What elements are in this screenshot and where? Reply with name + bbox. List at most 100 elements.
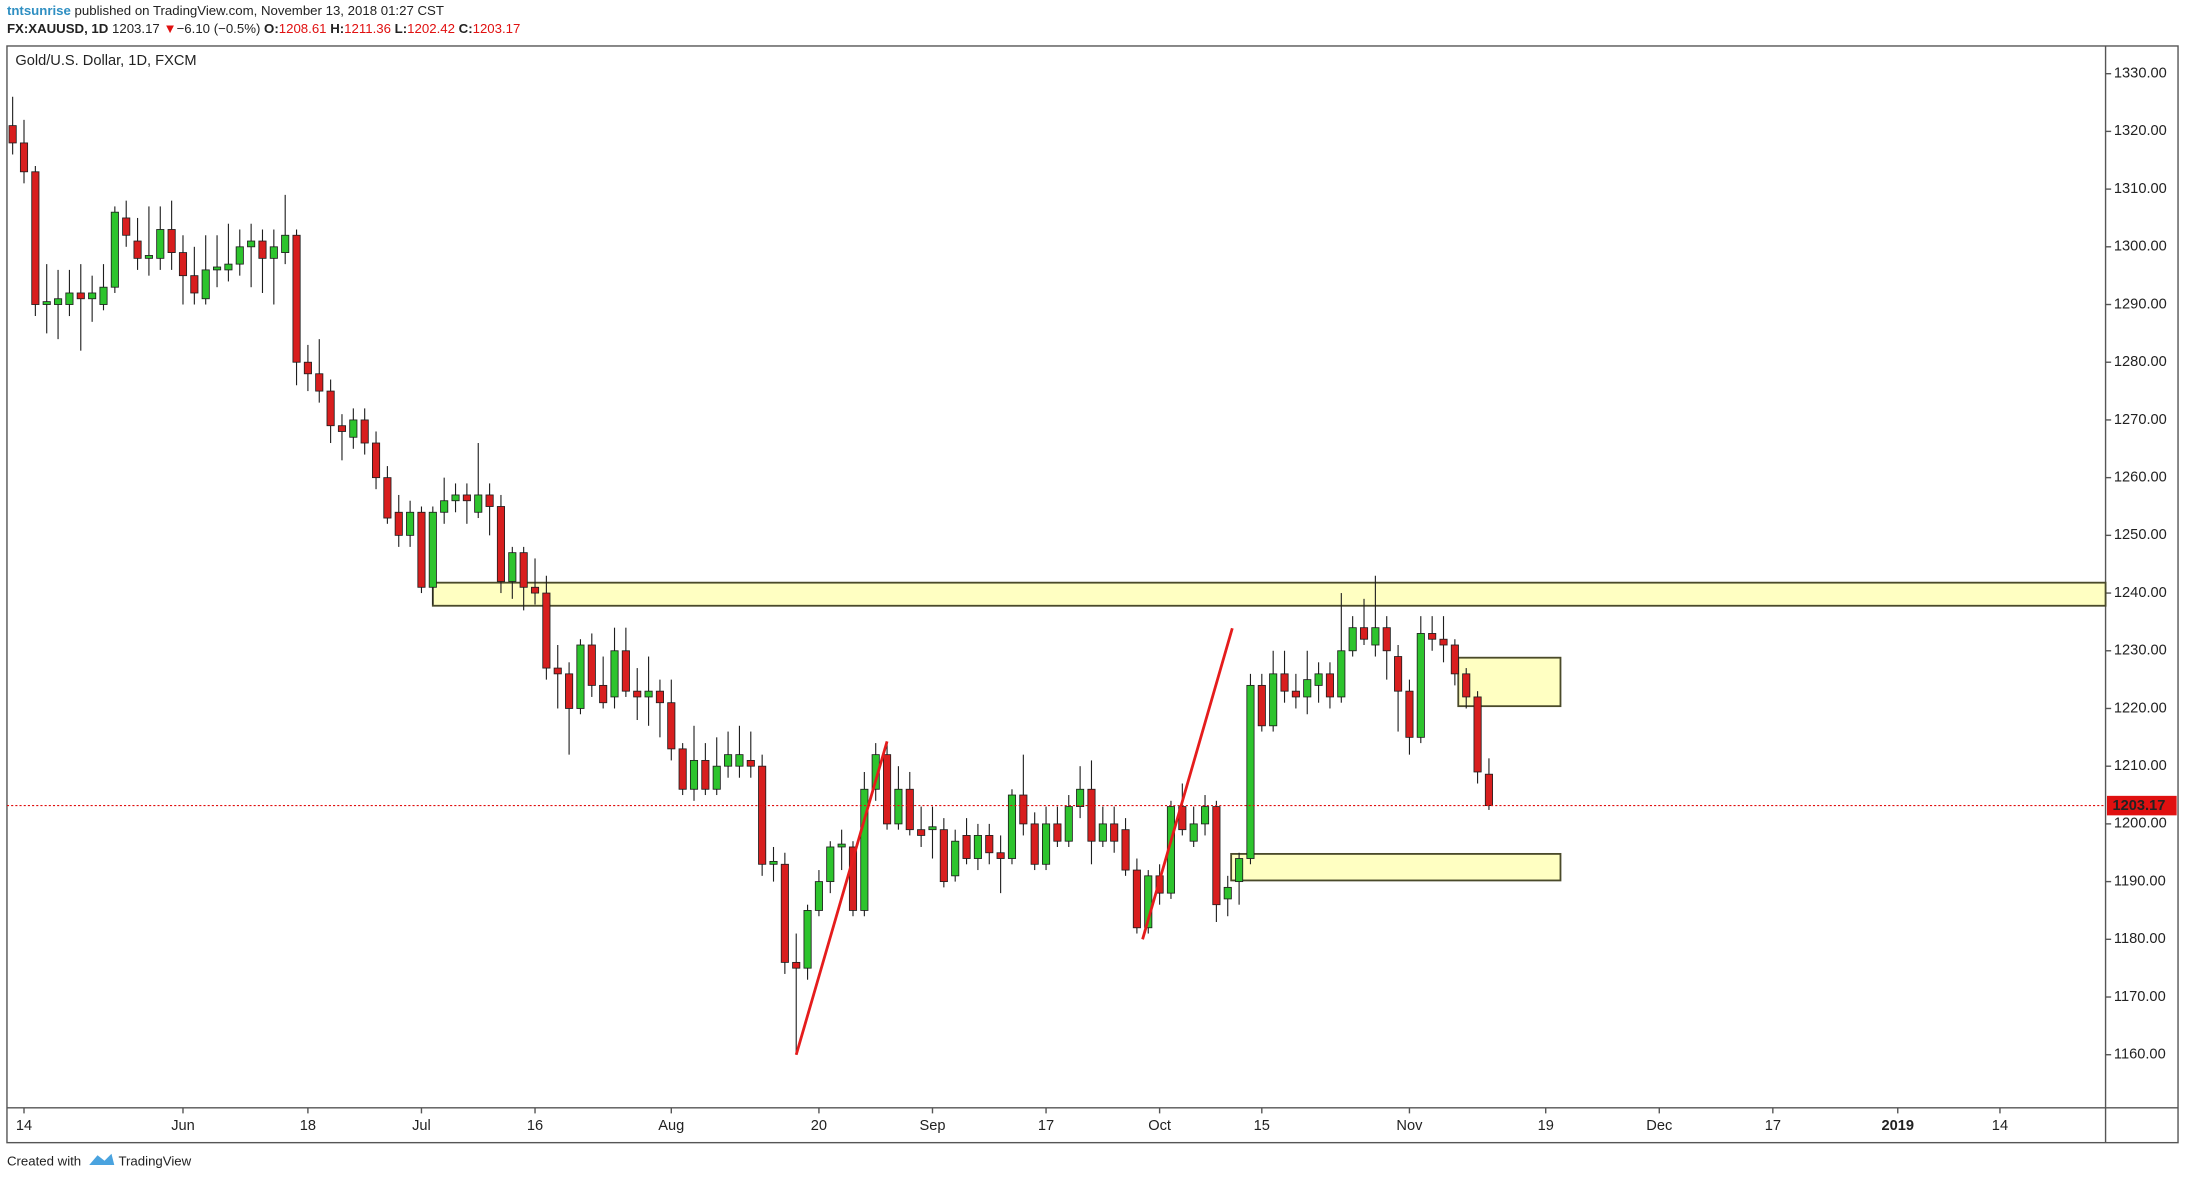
candle-body — [1246, 684, 1255, 859]
candle-body — [1382, 627, 1391, 652]
user: tntsunrise — [7, 3, 71, 18]
y-tick-label: 1320.00 — [2114, 123, 2167, 139]
candle-body — [1325, 673, 1334, 698]
x-tick-label: 14 — [1992, 1118, 2008, 1134]
candle-body — [1416, 633, 1425, 738]
candle-body — [633, 690, 642, 698]
x-tick-label: 17 — [1038, 1118, 1054, 1134]
candle-body — [735, 754, 744, 767]
candle-body — [1007, 794, 1017, 859]
h-value: 1211.36 — [344, 21, 391, 36]
frame — [6, 45, 2179, 1144]
x-tick-label: 14 — [16, 1118, 32, 1134]
change: −6.10 (−0.5%) — [177, 21, 261, 36]
x-tick-label: 19 — [1538, 1118, 1554, 1134]
candle-body — [99, 286, 108, 305]
candle-body — [133, 240, 142, 259]
y-tick-label: 1160.00 — [2114, 1047, 2166, 1063]
created: Created with — [7, 1154, 81, 1169]
candle-body — [1439, 638, 1448, 646]
candle-body — [928, 826, 937, 831]
x-tick-label: Aug — [658, 1118, 684, 1134]
candle-body — [1223, 886, 1232, 900]
candle-body — [712, 765, 721, 790]
candle-body — [792, 961, 801, 969]
candle-body — [360, 419, 369, 444]
last-price-box — [2106, 795, 2177, 816]
candle-body — [485, 494, 494, 507]
last: 1203.17 — [112, 21, 160, 36]
candle-body — [349, 419, 358, 438]
candle-body — [1462, 673, 1471, 698]
candle-body — [269, 246, 278, 259]
y-tick-label: 1180.00 — [2114, 931, 2166, 947]
candle-body — [42, 301, 51, 305]
candle-body — [644, 690, 653, 698]
candle-body — [31, 171, 40, 305]
candle-body — [19, 142, 29, 173]
o-value: 1208.61 — [279, 21, 327, 36]
candle-body — [1064, 806, 1073, 842]
candle-body — [65, 292, 74, 305]
candle-body — [985, 835, 994, 854]
candle-body — [1257, 684, 1266, 727]
y-tick-label: 1260.00 — [2114, 470, 2167, 486]
candle-body — [496, 506, 505, 582]
candle-body — [371, 442, 381, 479]
candle-body — [1098, 823, 1107, 842]
candle-body — [519, 552, 528, 588]
y-tick-label: 1220.00 — [2114, 700, 2167, 716]
candle-body — [1053, 823, 1062, 842]
candle-body — [1087, 788, 1096, 842]
candle-body — [337, 425, 347, 432]
candle-body — [122, 217, 131, 236]
zone — [1230, 852, 1562, 882]
candle-body — [1110, 823, 1119, 842]
candle-body — [758, 765, 767, 865]
y-tick-label: 1250.00 — [2114, 527, 2167, 543]
y-tick-label: 1270.00 — [2114, 412, 2167, 428]
logo — [89, 1153, 115, 1165]
published: published on TradingView.com, November 1… — [75, 3, 444, 18]
candle-body — [156, 229, 165, 259]
x-tick-label: 15 — [1254, 1118, 1270, 1134]
candle-body — [1428, 633, 1437, 640]
candle-body — [178, 252, 188, 277]
candle-body — [303, 361, 312, 375]
candle-body — [724, 754, 733, 767]
x-tick-label: Jun — [171, 1118, 195, 1134]
o-label: O: — [264, 21, 279, 36]
candle-body — [1189, 823, 1198, 842]
candle-body — [803, 910, 812, 969]
h-label: H: — [330, 21, 344, 36]
x-tick-label: Jul — [412, 1118, 431, 1134]
candle-body — [1394, 656, 1403, 692]
candle-body — [406, 511, 415, 536]
y-tick-label: 1240.00 — [2114, 585, 2167, 601]
candle-body — [1212, 806, 1221, 906]
candle-body — [247, 240, 256, 248]
candle-body — [1359, 627, 1369, 640]
candle-body — [292, 234, 301, 363]
brand: TradingView — [118, 1154, 191, 1169]
candle-body — [1042, 823, 1051, 865]
zone — [431, 581, 2107, 607]
y-tick-label: 1210.00 — [2114, 758, 2167, 774]
candle-body — [451, 494, 460, 502]
symbol: FX:XAUUSD, 1D — [7, 21, 108, 36]
candle-body — [167, 229, 176, 253]
candle-body — [860, 788, 869, 911]
candle-body — [996, 852, 1005, 859]
candle-body — [848, 846, 858, 911]
candle-body — [678, 748, 687, 790]
l-value: 1202.42 — [407, 21, 455, 36]
candle-body — [1121, 829, 1130, 871]
x-tick-label: Oct — [1148, 1118, 1171, 1134]
candle-body — [826, 846, 835, 883]
candle-body — [553, 667, 562, 675]
candle-body — [235, 246, 244, 265]
candle-body — [76, 292, 85, 300]
candle-body — [780, 863, 789, 963]
